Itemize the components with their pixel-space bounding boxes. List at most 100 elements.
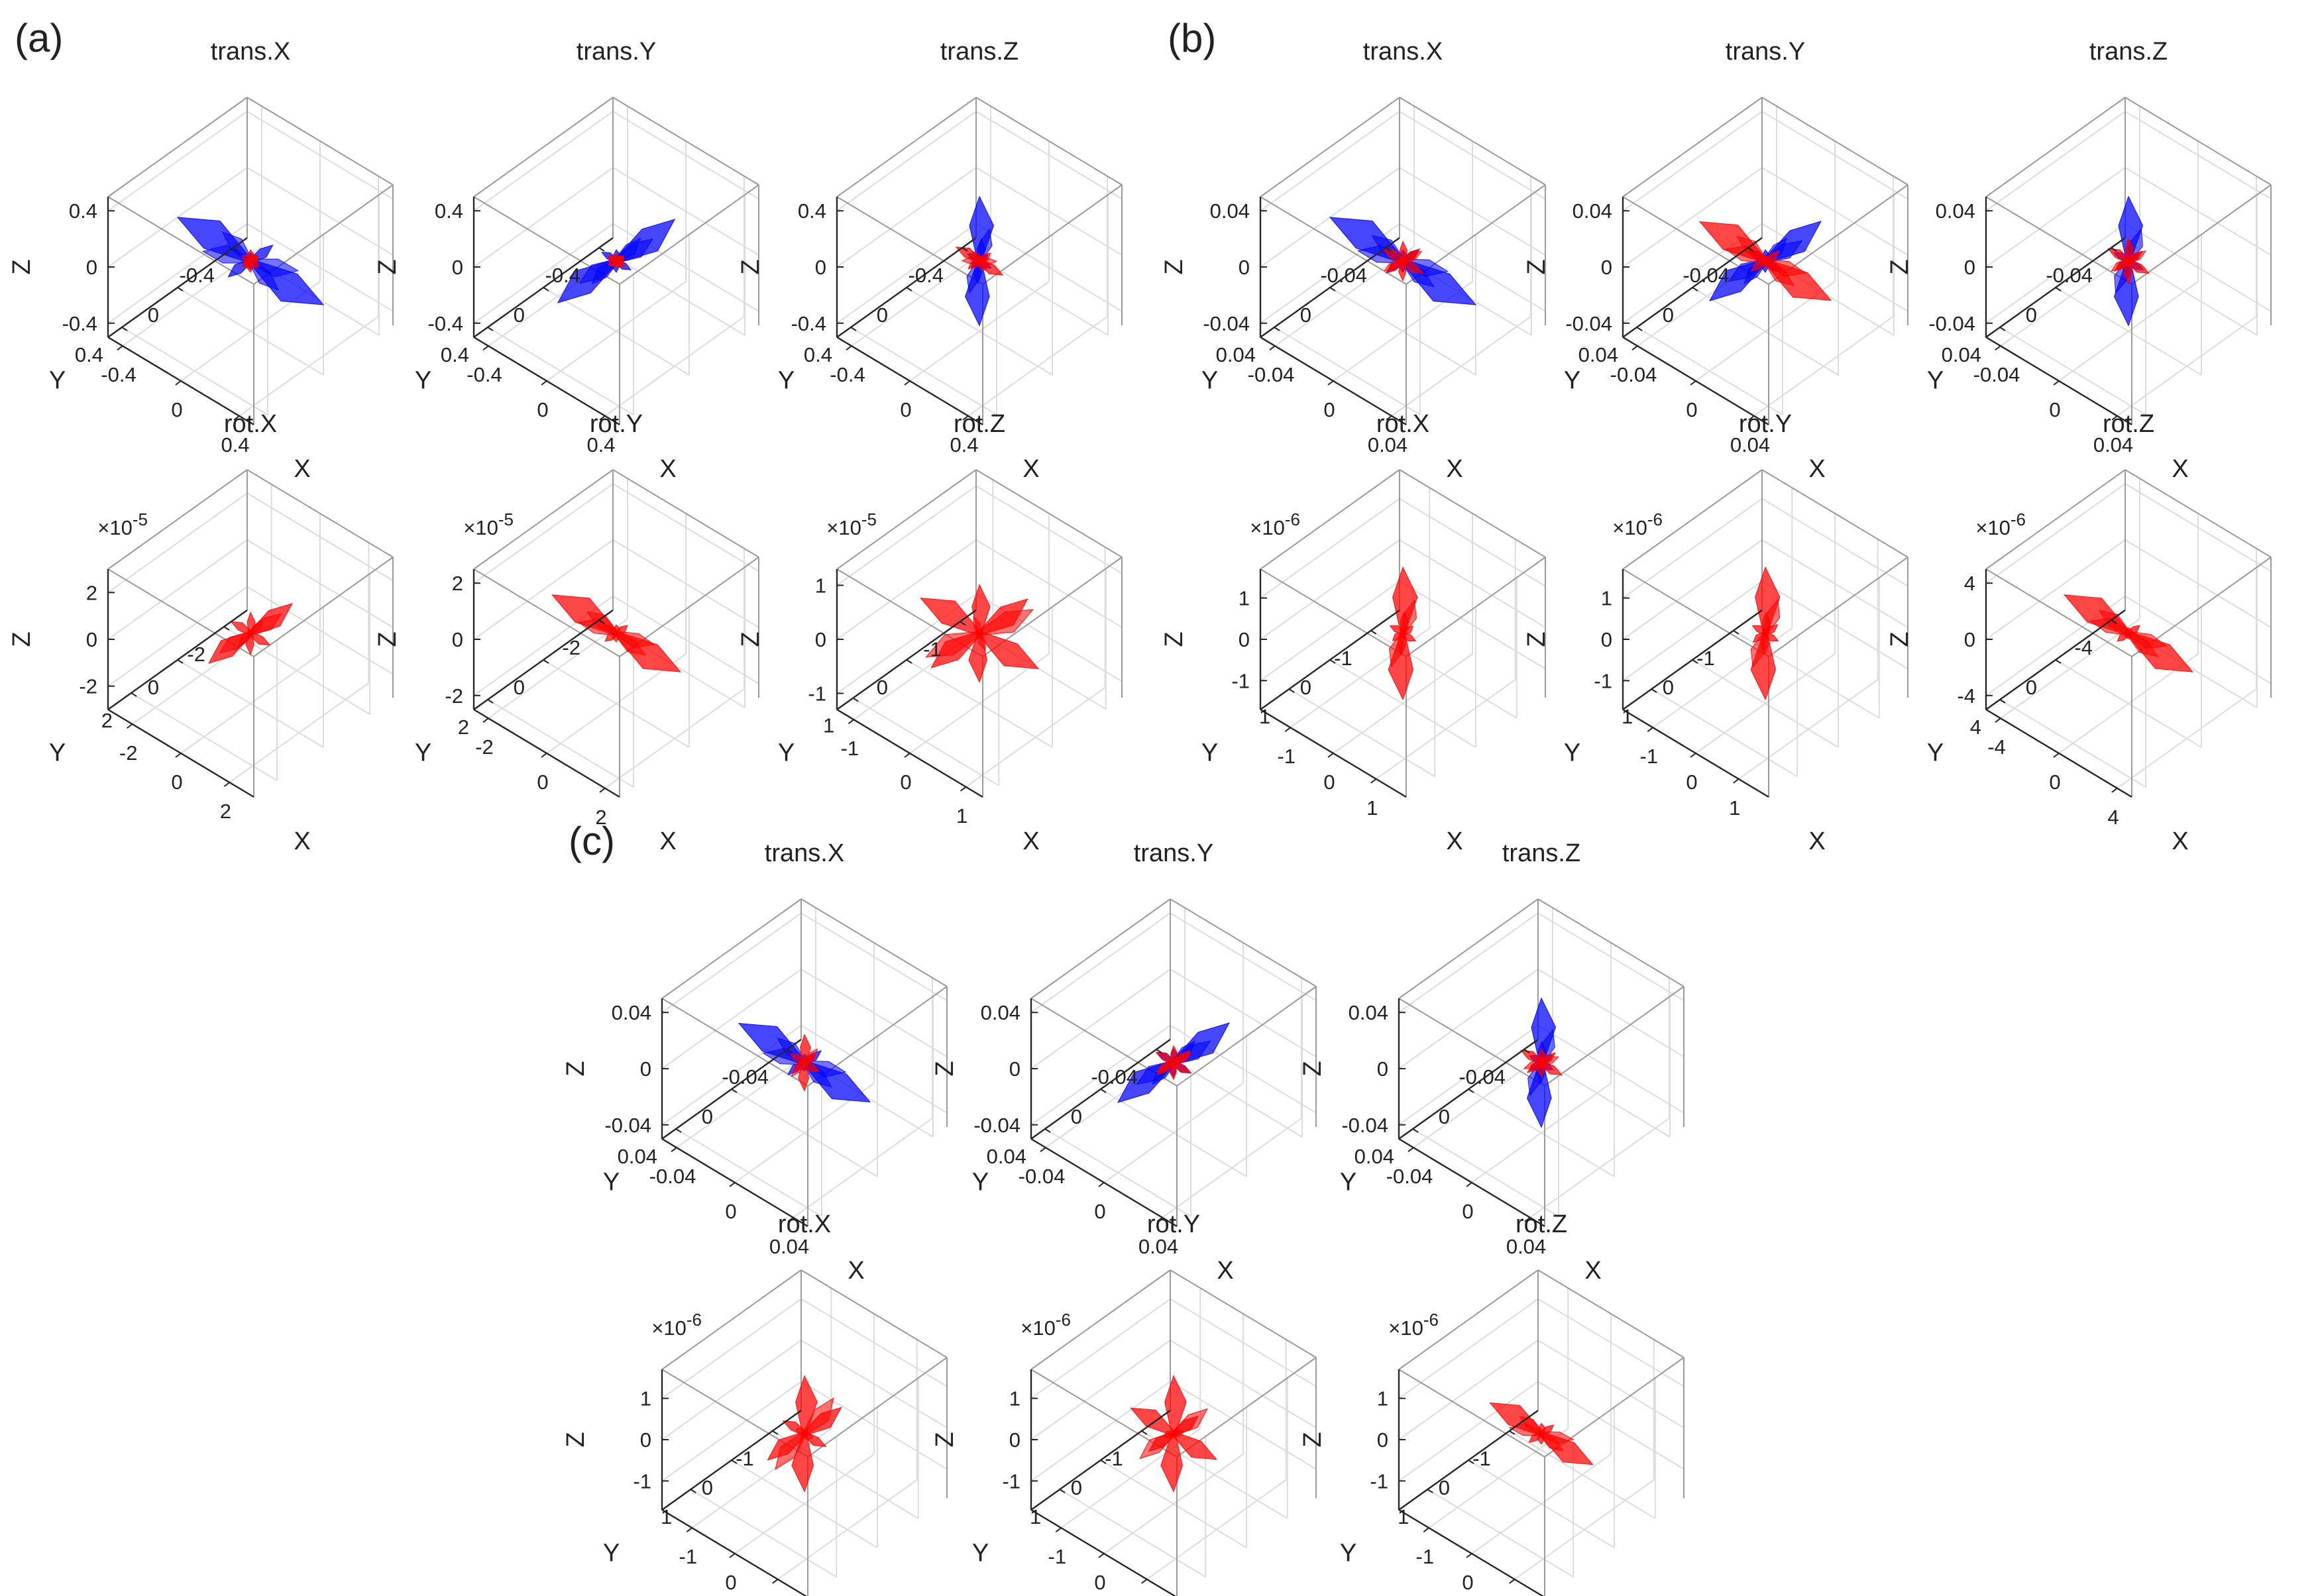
grid-line [1537, 969, 1684, 1057]
y-tick-mark [731, 1089, 738, 1093]
z-tick-label: -0.04 [973, 1114, 1021, 1137]
x-tick-mark [671, 1147, 677, 1152]
grid-line [2125, 595, 2272, 684]
box-edge [1398, 998, 1545, 1087]
x-tick-label: 0.4 [221, 433, 249, 456]
z-axis-label: Z [1160, 259, 1188, 274]
x-tick-label: 0.4 [950, 433, 978, 456]
y-tick-label: 0 [1663, 303, 1674, 327]
box-edge [800, 1269, 948, 1358]
x-tick-mark [1748, 415, 1755, 421]
x-tick-label: 0 [1323, 398, 1335, 421]
series-rotation-surface [551, 594, 681, 672]
y-tick-mark [1733, 630, 1739, 635]
y-tick-label: 0 [702, 1105, 713, 1128]
x-tick-label: -0.4 [830, 363, 865, 386]
subplot-title: trans.Y [1726, 38, 1805, 66]
y-tick-mark [121, 327, 128, 331]
box-edge [1622, 97, 1763, 197]
grid-line [1399, 223, 1546, 312]
y-tick-label: -1 [923, 637, 942, 661]
subplot-title: trans.Y [1134, 839, 1213, 867]
exponent-label: ×10-6 [1975, 509, 2026, 539]
grid-line [107, 492, 248, 594]
grid-line [1100, 1460, 1247, 1548]
x-tick-label: -0.04 [649, 1165, 696, 1188]
y-tick-label: -0.4 [180, 264, 215, 287]
z-tick-label: 0.04 [612, 1001, 651, 1024]
x-tick-mark [1098, 1553, 1105, 1558]
y-tick-label: -0.4 [545, 264, 580, 287]
grid-line [906, 287, 1053, 376]
box-edge [1030, 1269, 1171, 1370]
grid-line [731, 1089, 878, 1177]
box-edge [661, 998, 808, 1087]
box-edge [1768, 557, 1908, 657]
series-rotation-surface [2064, 594, 2193, 672]
z-axis-label: Z [1523, 259, 1551, 274]
grid-line [852, 697, 999, 786]
grid-line [661, 912, 802, 1014]
y-tick-label: -4 [2074, 636, 2093, 659]
box-edge [836, 97, 977, 197]
x-tick-mark [1690, 753, 1696, 758]
box-edge [1406, 557, 1546, 657]
subplot-title: trans.Z [1502, 839, 1580, 867]
y-tick-label: -1 [1472, 1447, 1491, 1470]
x-axis-label: X [1217, 1257, 1233, 1285]
grid-line [661, 969, 802, 1069]
grid-line [1985, 483, 2126, 584]
x-tick-label: -4 [1987, 735, 2006, 759]
y-tick-mark [1636, 327, 1643, 331]
x-tick-mark [2111, 415, 2118, 421]
x-tick-label: 0 [171, 398, 182, 421]
y-tick-mark [598, 247, 605, 252]
grid-line [1761, 111, 1908, 200]
grid-line [661, 1298, 802, 1399]
exponent-label: ×10-6 [651, 1310, 702, 1340]
z-tick-label: 1 [1239, 587, 1250, 610]
y-tick-mark [1468, 1460, 1474, 1464]
y-axis-label: Y [778, 739, 795, 767]
subplot-title: rot.Z [2103, 410, 2154, 438]
y-axis-label: Y [972, 1169, 989, 1197]
series-rotation-surface [789, 1034, 820, 1092]
z-axis-label: Z [1160, 631, 1188, 647]
grid-line [131, 692, 278, 781]
subplot-title: rot.Y [590, 410, 643, 438]
exponent-label: ×10-6 [1250, 509, 1300, 539]
y-tick-mark [1044, 1128, 1051, 1133]
exponent-label: ×10-5 [97, 509, 148, 539]
subplot-title: rot.X [224, 410, 277, 438]
grid-line [2055, 659, 2202, 748]
y-tick-label: 1 [1398, 1505, 1409, 1528]
grid-line [1537, 1298, 1684, 1387]
z-axis-label: Z [1299, 1432, 1327, 1447]
x-tick-label: -0.4 [101, 363, 136, 386]
z-tick-label: 0 [452, 256, 463, 279]
y-axis-label: Y [415, 367, 431, 395]
grid-line [1761, 498, 1908, 587]
box-edge [1761, 469, 1908, 558]
z-tick-label: 0 [815, 256, 826, 279]
series-rotation-surface [767, 1375, 842, 1493]
z-tick-label: -2 [79, 675, 97, 698]
surface-lobe [791, 1061, 806, 1077]
grid-line [1537, 912, 1684, 1002]
grid-line [1260, 580, 1400, 682]
x-tick-label: -2 [475, 735, 494, 759]
surface-lobe [1388, 632, 1406, 667]
surface-lobe [961, 256, 980, 264]
y-tick-mark [1412, 1128, 1419, 1133]
grid-line [1030, 912, 1171, 1014]
subplot-title: trans.X [765, 839, 844, 867]
series-rotation-surface [1750, 566, 1781, 701]
series-rotation-surface [920, 584, 1039, 683]
